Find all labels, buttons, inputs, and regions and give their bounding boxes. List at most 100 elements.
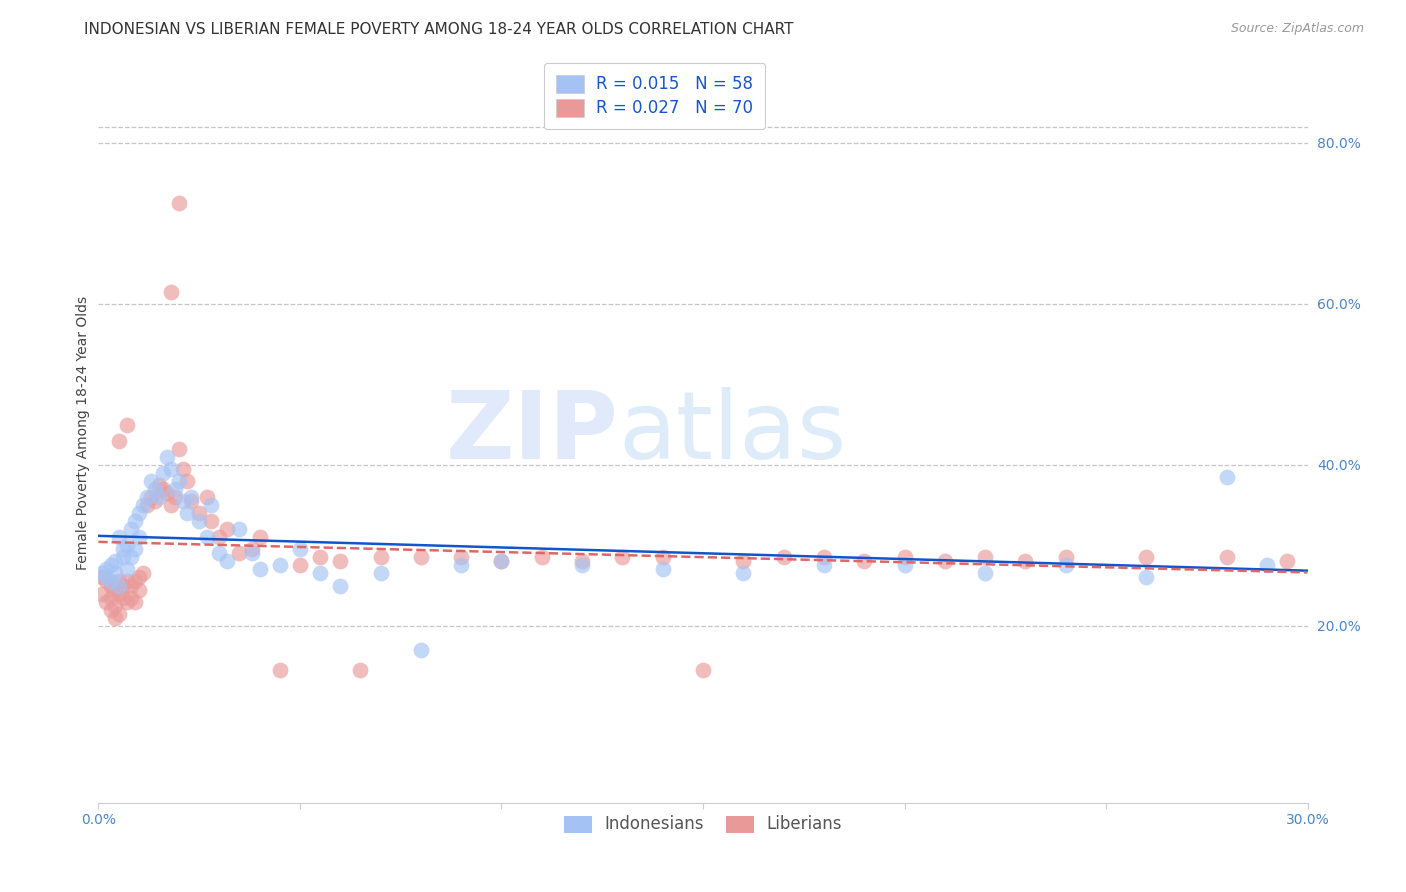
Point (172, 494, 194, 508)
Point (132, 566, 155, 581)
Point (124, 514, 146, 528)
Point (1054, 558, 1077, 573)
Point (103, 554, 125, 568)
Point (128, 582, 150, 597)
Point (135, 490, 157, 504)
Point (139, 474, 162, 488)
Point (240, 542, 263, 557)
Point (103, 566, 125, 581)
Point (172, 462, 194, 476)
Point (450, 550, 472, 565)
Point (1135, 570, 1157, 584)
Point (111, 542, 134, 557)
Point (249, 530, 271, 544)
Point (96, 594, 118, 608)
Y-axis label: Female Poverty Among 18-24 Year Olds: Female Poverty Among 18-24 Year Olds (76, 295, 90, 570)
Point (152, 482, 174, 496)
Point (491, 554, 513, 568)
Point (1135, 550, 1157, 565)
Point (91, 586, 114, 600)
Point (692, 663, 714, 677)
Point (107, 586, 129, 600)
Point (612, 550, 634, 565)
Point (100, 602, 122, 616)
Point (1277, 554, 1299, 568)
Point (167, 442, 190, 456)
Point (107, 434, 129, 448)
Point (772, 550, 794, 565)
Point (128, 530, 150, 544)
Point (103, 599, 125, 613)
Point (176, 474, 198, 488)
Point (100, 591, 122, 605)
Point (269, 663, 291, 677)
Point (124, 542, 146, 557)
Point (143, 482, 166, 496)
Point (100, 578, 122, 592)
Point (370, 566, 392, 581)
Point (893, 558, 915, 573)
Point (240, 546, 263, 560)
Point (409, 643, 432, 657)
Point (115, 574, 138, 589)
Point (813, 558, 835, 573)
Point (148, 478, 170, 492)
Point (571, 558, 593, 573)
Point (143, 494, 166, 508)
Point (813, 550, 835, 565)
Point (111, 578, 134, 592)
Point (491, 554, 513, 568)
Point (329, 578, 352, 592)
Point (974, 550, 997, 565)
Point (115, 594, 138, 608)
Point (160, 462, 183, 476)
Point (111, 591, 134, 605)
Point (128, 506, 150, 520)
Point (1054, 550, 1077, 565)
Point (733, 554, 755, 568)
Point (180, 494, 202, 508)
Point (107, 530, 129, 544)
Point (349, 663, 371, 677)
Point (180, 490, 202, 504)
Point (91, 566, 114, 581)
Point (195, 530, 218, 544)
Point (91, 570, 114, 584)
Point (148, 490, 170, 504)
Point (115, 562, 138, 576)
Point (135, 498, 157, 512)
Point (124, 574, 146, 589)
Point (530, 550, 553, 565)
Point (309, 550, 332, 565)
Point (1014, 554, 1036, 568)
Point (128, 570, 150, 584)
Point (934, 554, 956, 568)
Point (107, 578, 129, 592)
Point (249, 562, 271, 576)
Point (167, 196, 190, 211)
Point (893, 550, 915, 565)
Point (103, 610, 125, 624)
Point (96, 570, 118, 584)
Legend: Indonesians, Liberians: Indonesians, Liberians (558, 809, 848, 839)
Point (176, 506, 198, 520)
Point (288, 542, 311, 557)
Point (329, 554, 352, 568)
Point (107, 574, 129, 589)
Point (167, 474, 190, 488)
Point (853, 554, 876, 568)
Point (200, 514, 222, 528)
Point (115, 538, 138, 552)
Point (100, 558, 122, 573)
Point (132, 498, 155, 512)
Point (217, 522, 239, 536)
Point (208, 546, 231, 560)
Point (160, 498, 183, 512)
Point (152, 466, 174, 480)
Point (228, 522, 250, 536)
Point (651, 562, 673, 576)
Text: ZIP: ZIP (446, 386, 619, 479)
Point (1256, 558, 1278, 573)
Point (139, 490, 162, 504)
Point (100, 574, 122, 589)
